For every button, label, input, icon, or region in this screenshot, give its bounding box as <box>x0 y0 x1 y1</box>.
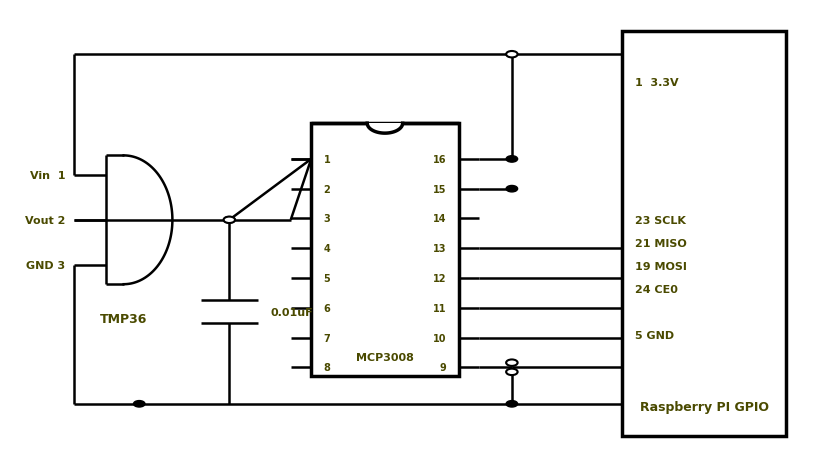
Text: GND 3: GND 3 <box>26 260 66 270</box>
Circle shape <box>506 157 518 163</box>
Text: 19 MOSI: 19 MOSI <box>635 261 686 271</box>
Circle shape <box>506 52 518 58</box>
Circle shape <box>506 360 518 366</box>
Circle shape <box>224 217 235 224</box>
Text: 5: 5 <box>324 274 330 283</box>
Circle shape <box>224 217 235 224</box>
Text: Vout 2: Vout 2 <box>25 215 66 225</box>
Text: 1  3.3V: 1 3.3V <box>635 78 678 88</box>
Text: 10: 10 <box>433 333 446 343</box>
FancyBboxPatch shape <box>622 32 786 436</box>
Text: 8: 8 <box>324 363 330 372</box>
Text: 1: 1 <box>324 155 330 165</box>
Circle shape <box>506 369 518 375</box>
Text: 23 SCLK: 23 SCLK <box>635 215 686 225</box>
Text: 11: 11 <box>433 303 446 313</box>
Text: 24 CE0: 24 CE0 <box>635 284 677 294</box>
Circle shape <box>506 401 518 407</box>
Text: 14: 14 <box>433 214 446 224</box>
Text: Raspberry PI GPIO: Raspberry PI GPIO <box>640 400 769 413</box>
Text: 15: 15 <box>433 184 446 194</box>
Text: 16: 16 <box>433 155 446 165</box>
Circle shape <box>133 401 145 407</box>
Text: 7: 7 <box>324 333 330 343</box>
Text: 5 GND: 5 GND <box>635 330 674 340</box>
Text: 6: 6 <box>324 303 330 313</box>
Text: 12: 12 <box>433 274 446 283</box>
Text: TMP36: TMP36 <box>100 312 147 325</box>
FancyBboxPatch shape <box>311 124 459 376</box>
Text: 2: 2 <box>324 184 330 194</box>
Text: 0.01uF: 0.01uF <box>270 307 313 317</box>
Circle shape <box>506 186 518 192</box>
Text: 4: 4 <box>324 244 330 254</box>
Text: 3: 3 <box>324 214 330 224</box>
Text: 13: 13 <box>433 244 446 254</box>
Text: Vin  1: Vin 1 <box>30 170 66 180</box>
Text: 9: 9 <box>440 363 446 372</box>
Text: MCP3008: MCP3008 <box>356 353 414 363</box>
Text: 21 MISO: 21 MISO <box>635 238 686 248</box>
